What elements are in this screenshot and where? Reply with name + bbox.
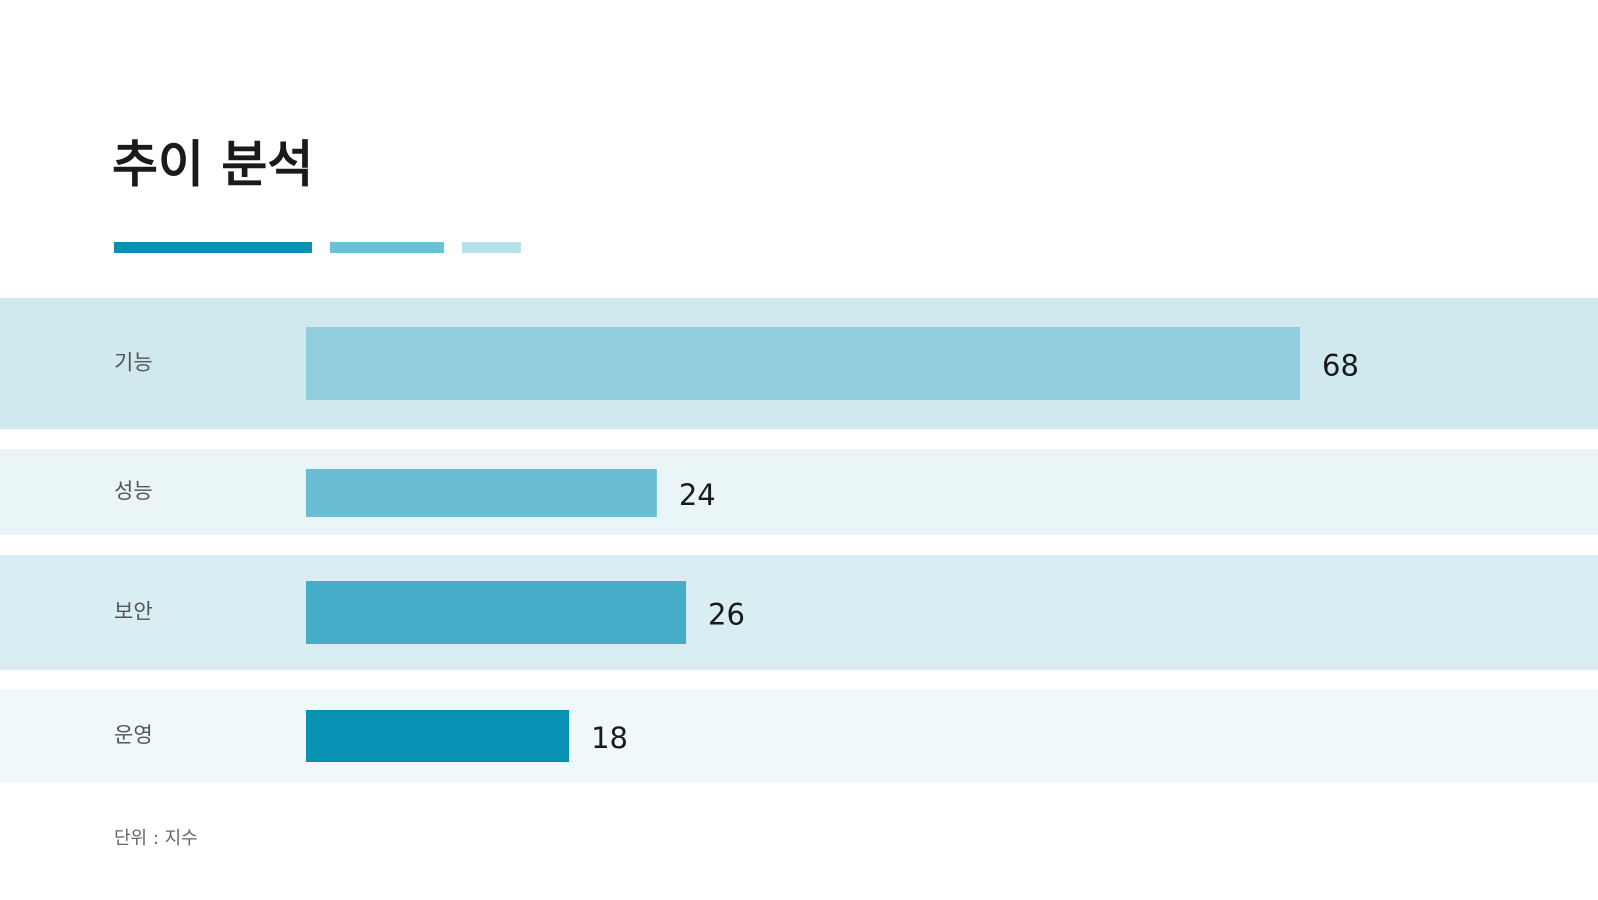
unit-note: 단위 : 지수 [114,828,198,849]
category-label: 운영 [114,723,153,747]
chart-title: 추이 분석 [112,136,313,194]
category-label: 성능 [114,479,153,503]
value-label: 18 [591,721,628,755]
value-label: 24 [679,478,716,512]
category-label: 보안 [114,600,153,624]
bar [306,581,687,644]
row-band [0,555,1598,670]
bar [306,327,1300,400]
accent-stripe [462,242,521,253]
bar [306,469,657,517]
row-band [0,689,1598,783]
value-label: 26 [708,598,745,632]
row-band [0,449,1598,535]
category-label: 기능 [114,351,153,375]
value-label: 68 [1322,349,1359,383]
bar [306,710,570,762]
accent-stripe [330,242,444,253]
accent-stripe [114,242,312,253]
